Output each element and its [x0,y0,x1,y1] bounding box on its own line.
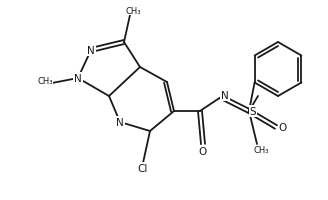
Text: CH₃: CH₃ [37,77,53,86]
Text: N: N [221,91,229,100]
Text: CH₃: CH₃ [253,146,269,155]
Text: N: N [74,74,82,84]
Text: N: N [116,117,124,127]
Text: CH₃: CH₃ [125,6,141,15]
Text: S: S [250,106,256,116]
Text: Cl: Cl [138,163,148,173]
Text: O: O [199,146,207,156]
Text: N: N [87,46,95,56]
Text: O: O [279,122,287,132]
